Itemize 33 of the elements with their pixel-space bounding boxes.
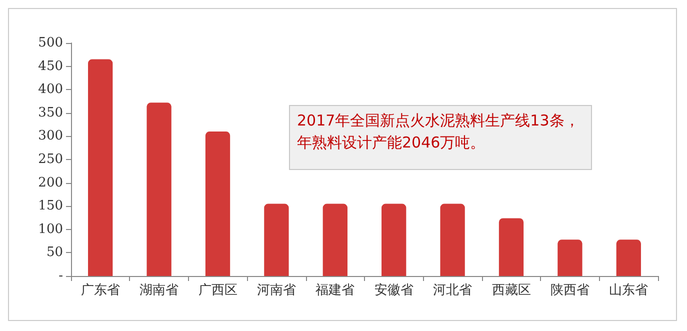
y-tick-label: 450 [38,58,63,74]
y-tick-label: 350 [38,105,63,120]
x-tick-label: 西藏区 [492,283,531,298]
x-tick-label: 福建省 [316,283,355,298]
bar [382,204,406,276]
bar [146,102,172,276]
bar [205,132,230,276]
x-tick-label: 河南省 [256,283,296,298]
bar [322,204,348,276]
x-tick-label: 山东省 [609,283,648,298]
x-tick-label: 广西区 [198,283,238,298]
bar [88,59,113,276]
bar [440,204,465,276]
y-tick-label: 250 [38,152,63,167]
bar [558,240,582,276]
x-tick-label: 湖南省 [140,283,179,298]
x-tick-label: 安徽省 [374,282,414,298]
x-tick-label: 陕西省 [550,283,590,298]
y-tick-label: 200 [38,175,63,190]
y-tick-label: 100 [38,222,63,237]
x-tick-label: 广东省 [80,283,120,298]
y-tick-label: - [58,268,63,284]
y-tick-label: 300 [38,128,63,144]
bar [264,204,289,276]
y-tick-label: 500 [38,36,63,50]
annotation: 2017年全国新点火水泥熟料生产线13条， [297,112,580,130]
y-tick-label: 150 [38,198,63,214]
annotation: 年熟料设计产能2046万吨。 [297,134,486,152]
bar [616,240,641,276]
x-tick-label: 河北省 [433,283,472,298]
y-tick-label: 50 [46,245,63,260]
bar [498,218,524,276]
y-tick-label: 400 [38,82,63,98]
